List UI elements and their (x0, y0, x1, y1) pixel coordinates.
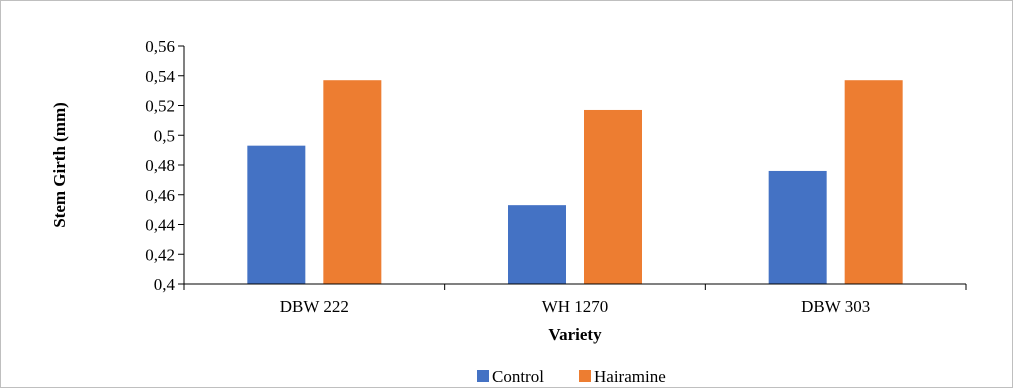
bar-control-2 (508, 205, 566, 284)
y-tick-label: 0,48 (145, 156, 175, 175)
y-tick-label: 0,56 (145, 37, 175, 56)
legend-swatch-hairamine (579, 370, 591, 382)
bar-hairamine-2 (584, 109, 642, 285)
legend-label-control: Control (492, 367, 544, 386)
x-axis-title: Variety (548, 325, 602, 344)
y-axis-title: Stem Girth (mm) (50, 102, 69, 228)
bars (247, 80, 903, 285)
y-tick-label: 0,54 (145, 67, 175, 86)
x-tick-label: DBW 222 (280, 297, 349, 316)
y-tick-label: 0,4 (154, 275, 176, 294)
legend-label-hairamine: Hairamine (594, 367, 666, 386)
bar-hairamine-3 (844, 80, 903, 285)
y-axis-ticks: 0,4 0,42 0,44 0,46 0,48 0,5 0,52 0,54 0,56 (145, 37, 184, 294)
bar-control-3 (768, 170, 827, 284)
bar-hairamine-1 (323, 80, 382, 285)
bar-control-1 (247, 145, 306, 284)
legend-swatch-control (477, 370, 489, 382)
x-tick-label: DBW 303 (801, 297, 870, 316)
y-tick-label: 0,52 (145, 97, 175, 116)
x-tick-label: WH 1270 (542, 297, 609, 316)
y-tick-label: 0,42 (145, 245, 175, 264)
y-tick-label: 0,44 (145, 216, 175, 235)
y-tick-label: 0,5 (154, 126, 175, 145)
y-tick-label: 0,46 (145, 186, 175, 205)
legend: Control Hairamine (477, 367, 666, 386)
x-axis-ticks: DBW 222 WH 1270 DBW 303 (183, 284, 967, 316)
